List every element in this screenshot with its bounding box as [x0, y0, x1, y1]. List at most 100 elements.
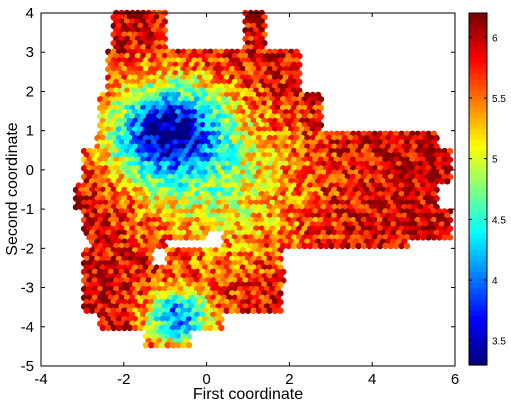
data-point	[277, 307, 284, 314]
colorbar-segment	[469, 326, 487, 333]
colorbar-segment	[469, 18, 487, 25]
data-point	[350, 242, 357, 250]
data-point	[245, 307, 252, 314]
colorbar-segment	[469, 211, 487, 218]
colorbar-segment	[469, 337, 487, 344]
data-point	[88, 307, 96, 314]
data-point	[438, 178, 446, 185]
data-point	[382, 242, 389, 250]
data-point	[266, 307, 273, 314]
data-point	[180, 342, 187, 349]
data-point	[137, 324, 144, 332]
data-point	[167, 234, 174, 241]
colorbar-segment	[469, 178, 487, 185]
data-point	[425, 234, 432, 241]
colorbar-segment	[469, 84, 487, 91]
data-point	[250, 307, 257, 314]
data-point	[164, 342, 171, 349]
data-point	[328, 242, 335, 250]
colorbar-segment	[469, 62, 487, 69]
y-tick-label: 2	[26, 83, 34, 100]
colorbar-segment	[469, 304, 487, 311]
data-point	[202, 324, 209, 332]
colorbar-segment	[469, 359, 487, 366]
data-point	[153, 342, 160, 349]
colorbar-segment	[469, 277, 487, 284]
data-point	[398, 242, 405, 250]
colorbar-segment	[469, 90, 487, 97]
colorbar-segment	[469, 227, 487, 234]
colorbar-segment	[469, 255, 487, 262]
colorbar-segment	[469, 194, 487, 201]
data-point	[409, 234, 416, 241]
data-point	[148, 342, 155, 349]
colorbar-segment	[469, 13, 487, 20]
data-point	[156, 242, 163, 250]
y-tick-label: 4	[26, 5, 34, 22]
colorbar-segment	[469, 343, 487, 350]
colorbar-segment	[469, 321, 487, 328]
data-point	[196, 324, 203, 332]
data-point	[83, 307, 90, 314]
colorbar-segment	[469, 112, 487, 119]
data-point	[261, 307, 268, 314]
scatter-points	[72, 9, 454, 349]
data-point	[199, 234, 206, 241]
colorbar-segment	[469, 332, 487, 339]
data-point	[414, 234, 421, 241]
data-point	[121, 324, 128, 332]
x-tick-label: 0	[202, 371, 210, 388]
data-point	[115, 324, 123, 332]
data-point	[317, 242, 325, 250]
colorbar-segment	[469, 117, 487, 124]
colorbar-segment	[469, 29, 487, 36]
colorbar-segment	[469, 172, 487, 179]
colorbar-segment	[469, 46, 487, 53]
colorbar-segment	[469, 128, 487, 135]
data-point	[105, 324, 112, 332]
colorbar-segment	[469, 288, 487, 295]
colorbar-segment	[469, 150, 487, 157]
x-axis-label: First coordinate	[193, 386, 303, 403]
colorbar-segment	[469, 145, 487, 152]
data-point	[239, 307, 246, 314]
data-point	[312, 242, 319, 250]
data-point	[142, 342, 150, 349]
colorbar-segment	[469, 73, 487, 80]
colorbar: 3.5 4 4.5 5 5.5 6	[468, 12, 506, 366]
colorbar-segment	[469, 123, 487, 130]
data-point	[355, 242, 362, 250]
colorbar-segment	[469, 183, 487, 190]
colorbar-segment	[469, 266, 487, 273]
x-tick-label: 2	[285, 371, 293, 388]
x-tick-label: -4	[34, 371, 47, 388]
colorbar-segment	[469, 293, 487, 300]
colorbar-segment	[469, 348, 487, 355]
colorbar-segment	[469, 205, 487, 212]
colorbar-segment	[469, 315, 487, 322]
data-point	[183, 234, 190, 241]
y-tick-label: -4	[21, 319, 34, 336]
colorbar-tick-label: 3.5	[492, 337, 506, 348]
colorbar-segment	[469, 35, 487, 42]
data-point	[387, 242, 394, 250]
data-point	[366, 242, 373, 250]
colorbar-segment	[469, 139, 487, 146]
colorbar-segment	[469, 310, 487, 317]
y-axis-label: Second coordinate	[4, 122, 21, 256]
data-point	[285, 242, 292, 250]
x-tick-label: 4	[368, 371, 376, 388]
data-point	[228, 307, 236, 314]
colorbar-segment	[469, 244, 487, 251]
colorbar-segment	[469, 68, 487, 75]
data-point	[210, 225, 217, 232]
y-tick-label: -2	[21, 240, 34, 257]
colorbar-tick-label: 6	[492, 33, 498, 44]
data-point	[126, 324, 133, 332]
colorbar-frame	[468, 12, 488, 366]
data-point	[376, 242, 384, 250]
data-point	[419, 234, 427, 241]
data-point	[290, 242, 298, 250]
data-point	[172, 234, 179, 241]
